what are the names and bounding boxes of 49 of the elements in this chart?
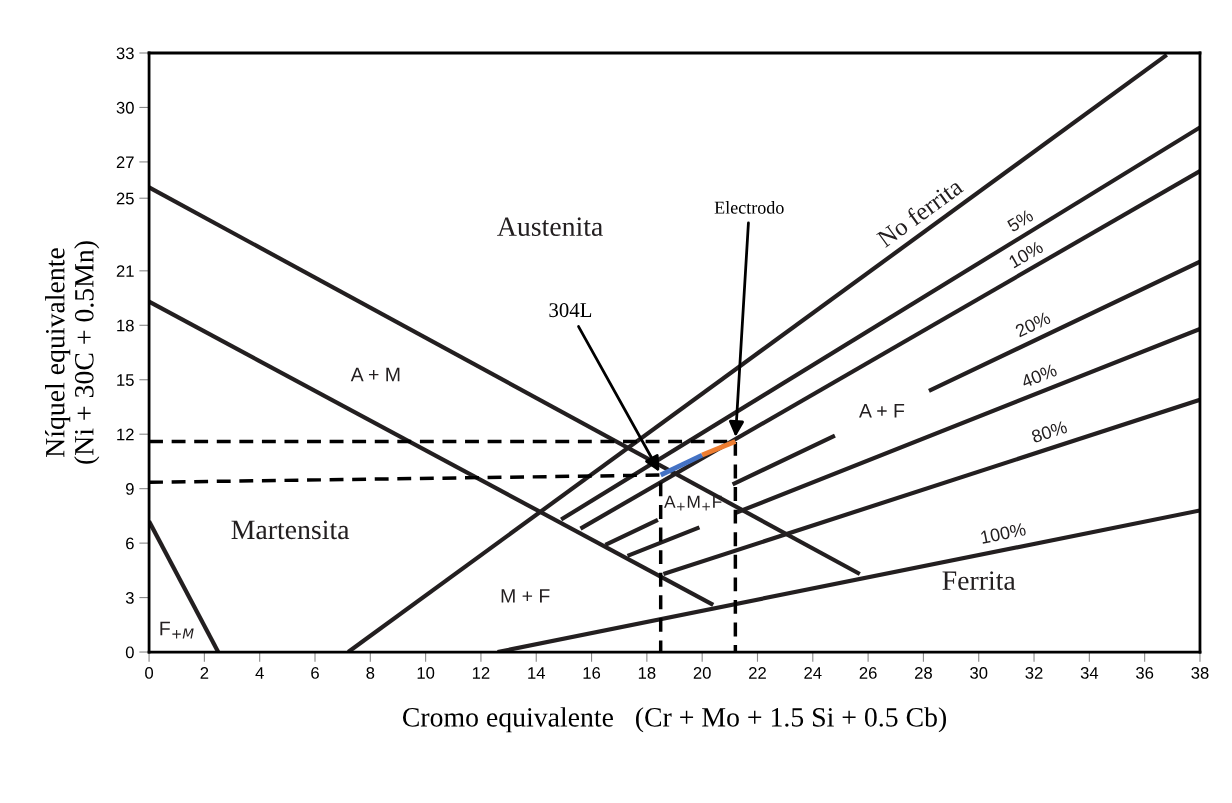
text: 20%	[1014, 311, 1052, 338]
annotation: Austenita	[497, 217, 603, 237]
annotation: Electrodo	[714, 201, 784, 214]
x-tick-label: 28	[914, 667, 932, 679]
x-tick-label: 14	[528, 667, 546, 679]
text: 80%	[1030, 420, 1068, 444]
text: 5%	[1006, 208, 1035, 233]
x-tick-label: 24	[804, 667, 822, 679]
y-tick-label: 9	[126, 483, 134, 495]
x-tick-label: 36	[1136, 667, 1154, 679]
y-tick-label: 21	[116, 265, 134, 277]
y-tick-label: 6	[126, 537, 134, 550]
x-tick-label: 4	[255, 667, 264, 679]
y-tick-label: 3	[125, 591, 134, 604]
x-tick-label: 20	[693, 667, 711, 679]
y-tick-label: 0	[125, 646, 134, 659]
annotation: A + F	[859, 404, 905, 418]
y-tick-label: 33	[116, 47, 134, 60]
x-axis-title: Cromo equivalente (Cr + Mo + 1.5 Si + 0.5 Cb)	[402, 707, 947, 733]
x-tick-label: 26	[859, 667, 877, 679]
x-tick-label: 16	[583, 667, 601, 679]
y-axis-title: Níquel equivalente (Ni + 30C + 0.5Mn)	[45, 241, 100, 464]
text: 100%	[980, 522, 1027, 544]
text: 40%	[1020, 363, 1058, 389]
y-tick-label: 27	[116, 156, 134, 168]
x-tick-label: 34	[1080, 667, 1099, 679]
x-tick-label: 0	[145, 667, 154, 679]
annotation: Martensita	[231, 520, 350, 540]
x-tick-label: 30	[970, 667, 988, 679]
x-tick-label: 10	[417, 667, 435, 679]
annotation: F$_{+M}$	[160, 621, 194, 639]
annotation: Ferrita	[942, 571, 1016, 591]
annotation: M + F	[501, 589, 550, 603]
y-tick-label: 30	[116, 101, 134, 114]
x-tick-label: 32	[1025, 667, 1043, 679]
y-tick-label: 25	[116, 192, 134, 205]
text: 10%	[1008, 240, 1045, 269]
annotation: A + M	[350, 367, 400, 382]
x-tick-label: 2	[200, 667, 209, 679]
x-tick-label: 6	[311, 667, 319, 679]
y-tick-label: 12	[117, 428, 134, 441]
y-tick-label: 15	[117, 374, 134, 386]
x-tick-label: 18	[638, 667, 656, 679]
y-tick-label: 18	[117, 319, 134, 332]
annotation: 304L	[549, 303, 592, 318]
x-tick-label: 12	[472, 667, 490, 679]
x-tick-label: 38	[1191, 667, 1209, 679]
x-tick-label: 22	[749, 667, 766, 679]
x-tick-label: 8	[366, 667, 375, 679]
